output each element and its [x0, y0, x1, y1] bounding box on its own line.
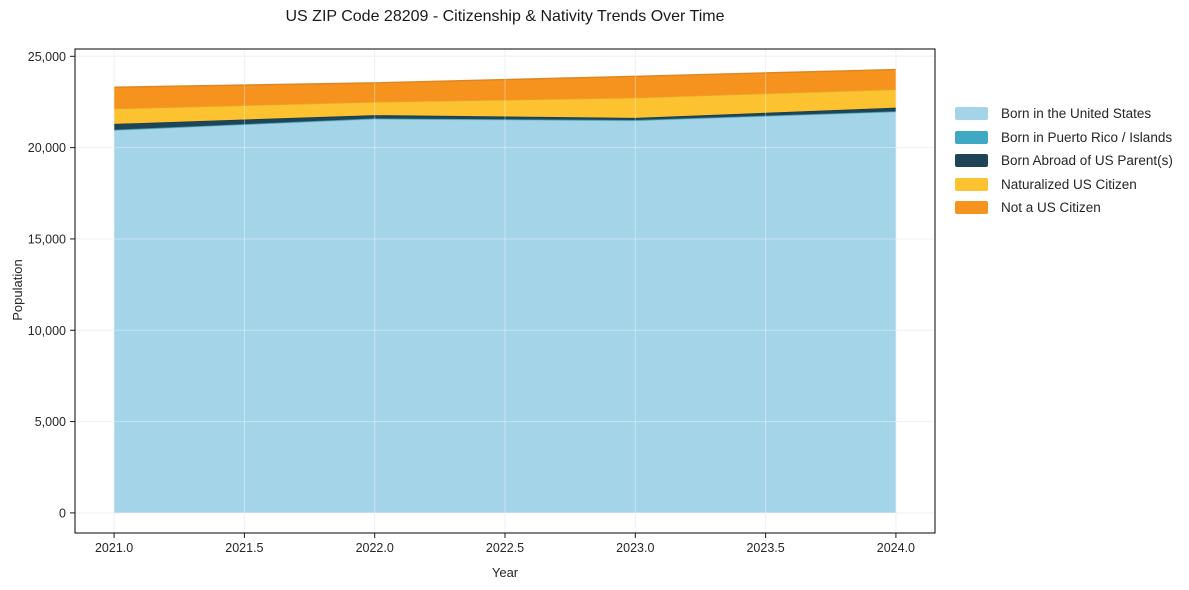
- y-tick-label: 20,000: [28, 141, 66, 155]
- legend-label: Born in Puerto Rico / Islands: [1001, 129, 1173, 145]
- legend-item-born-abroad-of-us-parent-s: Born Abroad of US Parent(s): [955, 149, 1173, 173]
- chart-title: US ZIP Code 28209 - Citizenship & Nativi…: [285, 8, 725, 25]
- x-tick-label: 2023.5: [746, 541, 784, 555]
- legend-label: Born in the United States: [1001, 106, 1152, 122]
- legend-item-born-in-the-united-states: Born in the United States: [955, 102, 1173, 126]
- legend-label: Not a US Citizen: [1001, 200, 1101, 216]
- area-born-abroad-of-us-parent-s: [114, 107, 896, 130]
- x-tick-label: 2024.0: [877, 541, 915, 555]
- y-tick-label: 10,000: [28, 324, 66, 338]
- area-born-in-the-united-states: [114, 111, 896, 513]
- x-tick-label: 2021.0: [95, 541, 133, 555]
- y-tick-label: 25,000: [28, 50, 66, 64]
- legend-item-not-a-us-citizen: Not a US Citizen: [955, 196, 1173, 220]
- area-not-a-us-citizen: [114, 69, 896, 109]
- legend-swatch: [955, 154, 988, 168]
- legend-swatch: [955, 130, 988, 144]
- legend: Born in the United States Born in Puerto …: [955, 102, 1173, 220]
- x-tick-label: 2022.0: [356, 541, 394, 555]
- legend-label: Born Abroad of US Parent(s): [1001, 153, 1173, 169]
- y-tick-label: 5,000: [35, 415, 66, 429]
- x-tick-label: 2021.5: [225, 541, 263, 555]
- x-axis-label: Year: [491, 565, 519, 580]
- x-tick-label: 2023.0: [616, 541, 654, 555]
- legend-label: Naturalized US Citizen: [1001, 176, 1137, 192]
- legend-item-born-in-puerto-rico-islands: Born in Puerto Rico / Islands: [955, 126, 1173, 150]
- legend-swatch: [955, 177, 988, 191]
- legend-swatch: [955, 107, 988, 121]
- y-tick-label: 15,000: [28, 232, 66, 246]
- area-edge-born-in-puerto-rico-islands: [114, 110, 896, 131]
- x-tick-label: 2022.5: [486, 541, 524, 555]
- legend-item-naturalized-us-citizen: Naturalized US Citizen: [955, 173, 1173, 197]
- y-tick-label: 0: [59, 506, 66, 520]
- legend-swatch: [955, 201, 988, 215]
- area-naturalized-us-citizen: [114, 89, 896, 124]
- y-axis-label: Population: [10, 259, 25, 321]
- area-edge-not-a-us-citizen: [114, 68, 896, 88]
